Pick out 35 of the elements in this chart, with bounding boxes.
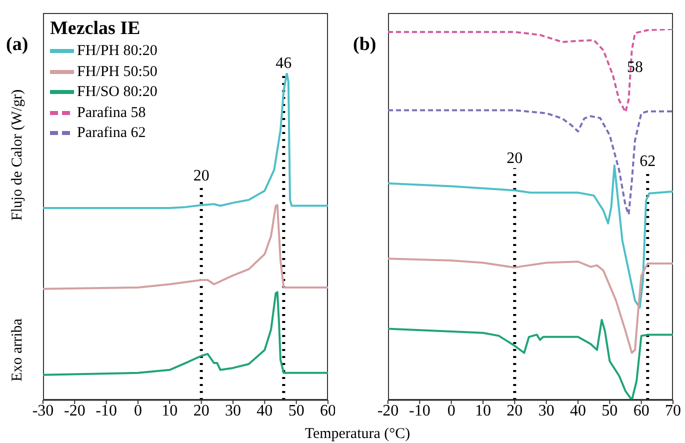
x-tick-label: 20: [506, 402, 523, 420]
x-tick-label: 10: [162, 402, 178, 420]
x-tick-label: -10: [96, 402, 117, 420]
ref-line-label: 62: [640, 153, 656, 170]
ref-line-label: 20: [193, 167, 210, 184]
legend-label: FH/PH 50:50: [77, 62, 158, 82]
x-tick-label: 0: [447, 402, 456, 420]
x-tick-label: -10: [409, 402, 430, 420]
x-tick-label: 40: [570, 402, 586, 420]
legend-title: Mezclas IE: [50, 18, 142, 40]
ref-line-label: 20: [506, 150, 523, 168]
text: Parafina 62: [77, 125, 146, 141]
x-tick-label: 50: [288, 402, 304, 420]
x-tick-label: 60: [633, 402, 650, 420]
text: Exo arriba: [10, 318, 26, 382]
chart-title: (b): [353, 34, 376, 56]
x-tick-label: 10: [475, 402, 491, 420]
x-tick-label: -30: [32, 402, 54, 420]
legend-label: FH/SO 80:20: [77, 83, 158, 102]
annotation: 58: [627, 58, 643, 76]
x-tick-label: 20: [193, 402, 210, 420]
x-tick-label: -20: [377, 402, 399, 420]
x-axis-title: Temperatura (°C): [304, 426, 412, 443]
text: Parafina 58: [77, 104, 146, 120]
x-tick-label: 50: [602, 402, 618, 420]
x-tick-label: 0: [134, 402, 142, 420]
x-tick-label: 70: [665, 402, 681, 420]
y-axis-title: Flujo de Calor (W/gr): [10, 89, 26, 221]
x-tick-label: 40: [256, 402, 273, 420]
legend-label: FH/PH 80:20: [77, 42, 158, 61]
x-tick-label: 30: [225, 402, 241, 420]
x-tick-label: 30: [538, 402, 554, 420]
x-tick-label: -20: [64, 402, 86, 420]
chart-title: (a): [6, 34, 28, 56]
ref-line-label: 46: [276, 55, 292, 72]
